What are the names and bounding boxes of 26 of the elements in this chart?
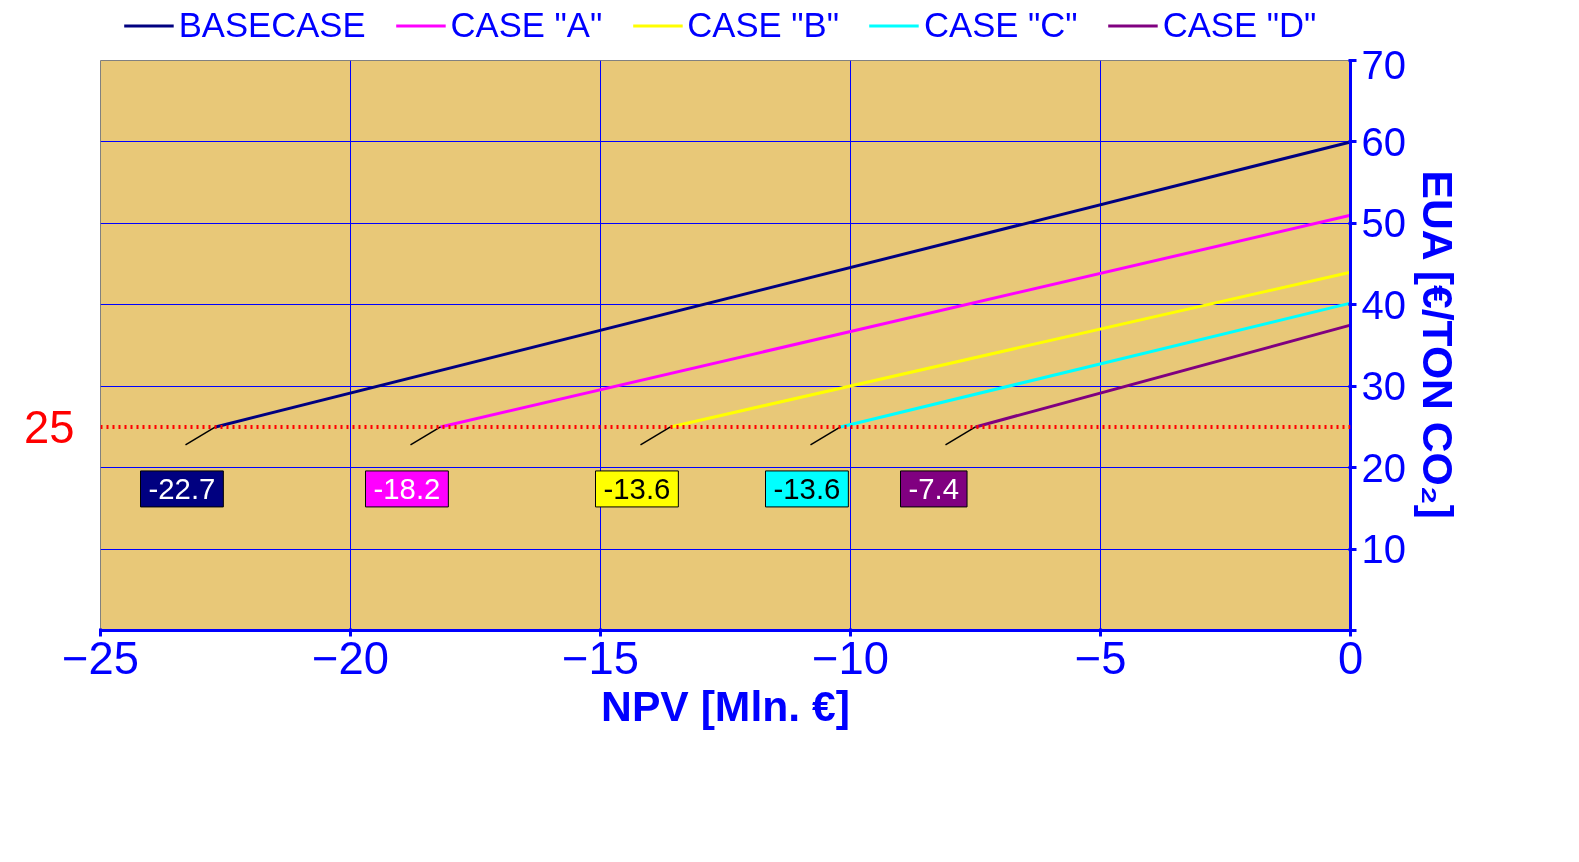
legend-label: CASE "B" xyxy=(687,5,840,45)
y-tick-label: 20 xyxy=(1361,445,1406,490)
legend-label: CASE "A" xyxy=(450,5,603,45)
y-tick-label: 30 xyxy=(1361,364,1406,409)
annotation: -13.6 xyxy=(773,471,841,505)
y-tick-label: 40 xyxy=(1361,282,1406,327)
ref-line-label: 25 xyxy=(24,401,75,453)
legend-label: CASE "D" xyxy=(1162,5,1317,45)
x-tick-label: −10 xyxy=(812,632,889,684)
x-axis-title: NPV [Mln. €] xyxy=(601,681,850,730)
x-tick-label: −15 xyxy=(562,632,639,684)
y-tick-label: 50 xyxy=(1361,201,1406,246)
y-axis-title: EUA [€/TON CO₂] xyxy=(1413,170,1462,519)
legend-label: CASE "C" xyxy=(924,5,1078,45)
x-tick-label: 0 xyxy=(1337,632,1364,684)
x-tick-label: −20 xyxy=(312,632,389,684)
y-tick-label: 60 xyxy=(1361,119,1406,164)
annotation: -7.4 xyxy=(908,471,960,505)
legend-label: BASECASE xyxy=(178,5,366,45)
x-tick-label: −25 xyxy=(62,632,139,684)
annotation: -22.7 xyxy=(148,471,216,505)
annotation: -18.2 xyxy=(373,471,441,505)
y-tick-label: 10 xyxy=(1361,527,1406,572)
annotation: -13.6 xyxy=(603,471,671,505)
x-tick-label: −5 xyxy=(1074,632,1127,684)
y-tick-label: 70 xyxy=(1361,42,1406,87)
